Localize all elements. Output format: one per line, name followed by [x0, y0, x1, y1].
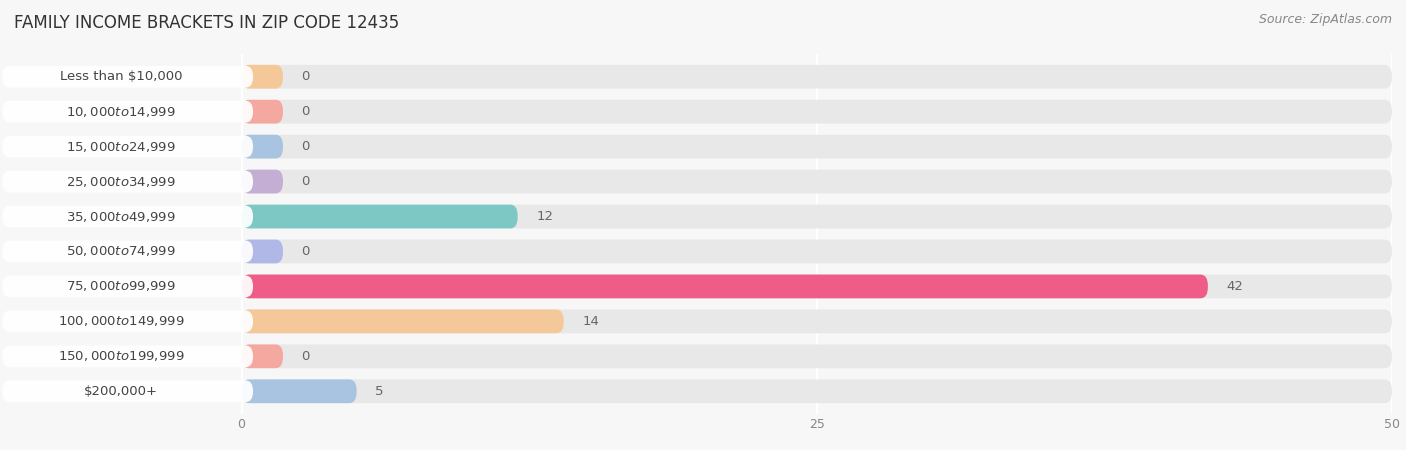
- FancyBboxPatch shape: [242, 310, 564, 333]
- FancyBboxPatch shape: [242, 65, 1392, 89]
- FancyBboxPatch shape: [3, 380, 253, 402]
- FancyBboxPatch shape: [3, 346, 253, 367]
- Text: 0: 0: [301, 245, 309, 258]
- FancyBboxPatch shape: [242, 205, 1392, 229]
- FancyBboxPatch shape: [3, 241, 253, 262]
- Text: 14: 14: [582, 315, 599, 328]
- FancyBboxPatch shape: [3, 275, 253, 297]
- FancyBboxPatch shape: [242, 170, 1392, 194]
- Text: $50,000 to $74,999: $50,000 to $74,999: [66, 244, 176, 258]
- FancyBboxPatch shape: [242, 170, 283, 194]
- FancyBboxPatch shape: [3, 101, 253, 122]
- Text: 0: 0: [301, 140, 309, 153]
- FancyBboxPatch shape: [242, 344, 283, 368]
- Text: $10,000 to $14,999: $10,000 to $14,999: [66, 105, 176, 119]
- FancyBboxPatch shape: [242, 239, 1392, 263]
- Text: 42: 42: [1226, 280, 1243, 293]
- Text: Source: ZipAtlas.com: Source: ZipAtlas.com: [1258, 14, 1392, 27]
- FancyBboxPatch shape: [242, 135, 1392, 158]
- FancyBboxPatch shape: [242, 239, 283, 263]
- Text: $150,000 to $199,999: $150,000 to $199,999: [58, 349, 184, 363]
- FancyBboxPatch shape: [242, 274, 1208, 298]
- FancyBboxPatch shape: [242, 379, 357, 403]
- FancyBboxPatch shape: [242, 100, 1392, 124]
- Text: $75,000 to $99,999: $75,000 to $99,999: [66, 279, 176, 293]
- FancyBboxPatch shape: [3, 310, 253, 332]
- FancyBboxPatch shape: [3, 66, 253, 88]
- FancyBboxPatch shape: [242, 135, 283, 158]
- Text: 0: 0: [301, 175, 309, 188]
- FancyBboxPatch shape: [242, 274, 1392, 298]
- Text: 0: 0: [301, 105, 309, 118]
- FancyBboxPatch shape: [242, 65, 283, 89]
- FancyBboxPatch shape: [3, 206, 253, 227]
- Text: 0: 0: [301, 70, 309, 83]
- FancyBboxPatch shape: [3, 171, 253, 193]
- FancyBboxPatch shape: [242, 205, 517, 229]
- Text: 0: 0: [301, 350, 309, 363]
- Text: $200,000+: $200,000+: [84, 385, 157, 398]
- FancyBboxPatch shape: [242, 310, 1392, 333]
- Text: FAMILY INCOME BRACKETS IN ZIP CODE 12435: FAMILY INCOME BRACKETS IN ZIP CODE 12435: [14, 14, 399, 32]
- Text: Less than $10,000: Less than $10,000: [59, 70, 181, 83]
- Text: $15,000 to $24,999: $15,000 to $24,999: [66, 140, 176, 153]
- Text: $35,000 to $49,999: $35,000 to $49,999: [66, 210, 176, 224]
- Text: $25,000 to $34,999: $25,000 to $34,999: [66, 175, 176, 189]
- FancyBboxPatch shape: [3, 136, 253, 158]
- Text: 12: 12: [536, 210, 553, 223]
- FancyBboxPatch shape: [242, 379, 1392, 403]
- Text: 5: 5: [375, 385, 384, 398]
- FancyBboxPatch shape: [242, 344, 1392, 368]
- Text: $100,000 to $149,999: $100,000 to $149,999: [58, 315, 184, 328]
- FancyBboxPatch shape: [242, 100, 283, 124]
